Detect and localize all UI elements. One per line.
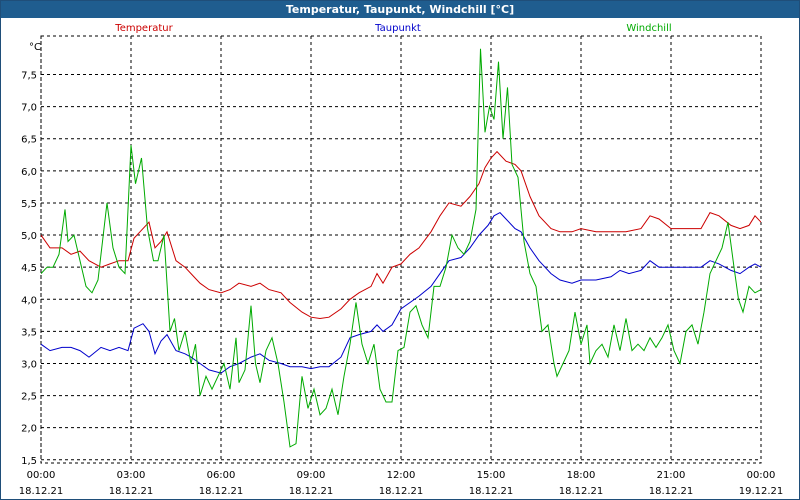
- x-tick-time: 06:00: [207, 470, 236, 481]
- x-tick-time: 00:00: [27, 470, 56, 481]
- y-tick-label: 7,5: [21, 71, 37, 82]
- x-tick-time: 00:00: [747, 470, 776, 481]
- x-tick-time: 12:00: [387, 470, 416, 481]
- x-tick-time: 15:00: [477, 470, 506, 481]
- y-tick-label: 5,0: [21, 231, 37, 242]
- x-tick-date: 18.12.21: [199, 486, 244, 497]
- y-tick-label: 4,0: [21, 295, 37, 306]
- x-tick-date: 18.12.21: [379, 486, 424, 497]
- y-tick-label: 3,0: [21, 359, 37, 370]
- x-tick-date: 18.12.21: [469, 486, 514, 497]
- x-tick-time: 03:00: [117, 470, 146, 481]
- series-line-taupunkt: [41, 211, 761, 374]
- chart-title: Temperatur, Taupunkt, Windchill [°C]: [285, 3, 515, 16]
- y-axis-unit: °C: [29, 42, 41, 53]
- x-tick-date: 19.12.21: [739, 486, 784, 497]
- x-tick-date: 18.12.21: [109, 486, 154, 497]
- y-tick-label: 3,5: [21, 327, 37, 338]
- x-tick-time: 09:00: [297, 470, 326, 481]
- y-tick-label: 2,5: [21, 392, 37, 403]
- x-tick-time: 18:00: [567, 470, 596, 481]
- plot-border: [40, 35, 762, 464]
- y-tick-label: 1,5: [21, 456, 37, 467]
- x-tick-date: 18.12.21: [289, 486, 334, 497]
- y-tick-label: 6,0: [21, 167, 37, 178]
- series-line-windchill: [41, 48, 761, 448]
- legend-item-taupunkt: Taupunkt: [374, 23, 421, 34]
- x-tick-time: 21:00: [657, 470, 686, 481]
- y-tick-label: 2,0: [21, 424, 37, 435]
- series-line-temperatur: [41, 150, 761, 320]
- x-tick-date: 18.12.21: [19, 486, 64, 497]
- chart-area: 1,5 2,0 2,5 3,0 3,5 4,0 4,5 5,0 5,5 6,0 6,5 7,0 7,5 °…: [19, 23, 784, 497]
- y-tick-label: 5,5: [21, 199, 37, 210]
- y-tick-label: 4,5: [21, 263, 37, 274]
- title-bar: Temperatur, Taupunkt, Windchill [°C]: [1, 1, 799, 18]
- x-tick-date: 18.12.21: [559, 486, 604, 497]
- y-tick-label: 7,0: [21, 103, 37, 114]
- legend-item-windchill: Windchill: [626, 23, 671, 34]
- legend-item-temperatur: Temperatur: [114, 23, 173, 34]
- x-tick-date: 18.12.21: [649, 486, 694, 497]
- y-tick-label: 6,5: [21, 135, 37, 146]
